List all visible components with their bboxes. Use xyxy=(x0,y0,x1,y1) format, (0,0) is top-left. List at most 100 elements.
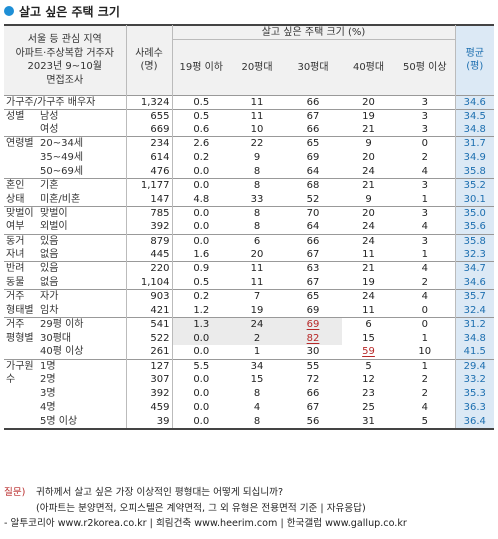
percent-cell: 1 xyxy=(421,249,428,261)
row-subgroup-label: 여성 xyxy=(38,122,127,137)
percent-cell: 66 xyxy=(306,388,320,400)
percent-cell: 0.0 xyxy=(193,402,210,414)
percent-cell: 0.6 xyxy=(193,124,210,136)
row-group-label xyxy=(4,414,38,430)
percent-cell: 20 xyxy=(342,94,396,109)
sample-size-cell: 39 xyxy=(126,414,173,430)
mean-label: 평균 xyxy=(465,48,484,60)
percent-cell: 70 xyxy=(284,205,343,221)
mean-cell: 35.8 xyxy=(454,164,495,179)
sample-size-cell: 522 xyxy=(126,331,173,346)
column-header: 19평 이하 xyxy=(172,39,231,95)
row-subgroup-label: 40평 이상 xyxy=(38,345,127,360)
mean-cell: 41.5 xyxy=(454,345,495,360)
percent-cell: 72 xyxy=(306,374,320,386)
row-group-label: 가구주/가구주 배우자 xyxy=(4,94,127,109)
percent-cell: 65 xyxy=(284,289,343,304)
sample-size-cell: 261 xyxy=(126,345,173,360)
percent-cell: 1.6 xyxy=(193,249,210,261)
table-row: 형태별 임차 421 1.2 19 69 11 0 32.4 xyxy=(4,303,495,318)
percent-cell: 11 xyxy=(230,94,285,109)
percent-cell: 24 xyxy=(362,221,375,233)
mean-cell: 36.4 xyxy=(454,414,495,430)
percent-cell: 2 xyxy=(230,331,285,346)
row-group-label: 맞벌이 xyxy=(4,205,38,221)
percent-cell: 21 xyxy=(342,261,396,276)
survey-info-line: 서울 등 관심 지역 xyxy=(27,34,102,46)
mean-cell: 29.4 xyxy=(454,358,495,373)
percent-cell: 6 xyxy=(230,233,285,248)
row-group-label: 동거 xyxy=(4,233,38,248)
row-subgroup-label: 5명 이상 xyxy=(38,414,127,430)
bullet-dot-icon xyxy=(4,6,14,16)
mean-cell: 35.2 xyxy=(454,177,495,193)
sample-size-cell: 1,104 xyxy=(126,275,173,290)
mean-cell: 34.7 xyxy=(454,261,495,276)
sample-size-cell: 234 xyxy=(126,136,173,151)
mean-cell: 31.2 xyxy=(454,316,495,332)
percent-cell: 4 xyxy=(395,261,456,276)
row-group-label: 상태 xyxy=(6,193,25,205)
percent-cell: 0.0 xyxy=(172,205,231,221)
percent-cell: 2.6 xyxy=(172,136,231,151)
percent-cell: 31 xyxy=(342,414,396,430)
mean-cell: 33.2 xyxy=(454,372,495,387)
percent-cell: 0.0 xyxy=(172,177,231,193)
row-group-label: 거주 xyxy=(4,316,38,332)
mean-cell: 35.6 xyxy=(454,220,495,235)
table-row: 35~49세 614 0.2 9 69 20 2 34.9 xyxy=(4,150,495,165)
percent-cell: 0.0 xyxy=(172,414,231,430)
row-subgroup-label: 30평대 xyxy=(38,331,127,346)
sample-size-cell: 459 xyxy=(126,400,173,415)
percent-cell: 6 xyxy=(342,316,396,332)
sample-size-cell: 903 xyxy=(126,289,173,304)
percent-cell: 20 xyxy=(342,205,396,221)
percent-cell: 24 xyxy=(230,316,285,332)
percent-cell: 63 xyxy=(284,261,343,276)
sample-size-cell: 392 xyxy=(126,386,173,401)
percent-cell: 8 xyxy=(253,388,261,400)
table-row: 연령별 20~34세 234 2.6 22 65 9 0 31.7 xyxy=(4,136,495,151)
percent-cell: 2 xyxy=(421,388,428,400)
row-group-label xyxy=(4,151,38,165)
row-subgroup-label: 없음 xyxy=(38,275,127,290)
row-group-label: 여부 xyxy=(6,221,25,233)
percent-cell: 65 xyxy=(284,136,343,151)
row-group-label: 성별 xyxy=(4,108,38,123)
row-group-label xyxy=(4,165,38,179)
percent-cell: 34 xyxy=(230,358,285,373)
percent-cell: 21 xyxy=(342,177,396,193)
percent-cell: 23 xyxy=(362,388,375,400)
percent-cell: 8 xyxy=(230,414,285,430)
footer: 질문) 귀하께서 살고 싶은 가장 이상적인 평형대는 어떻게 되십니까? (아… xyxy=(4,485,494,532)
percent-cell: 0.9 xyxy=(172,261,231,276)
percent-cell: 2 xyxy=(421,374,428,386)
row-group-label: 수 xyxy=(6,374,16,386)
sample-size-cell: 421 xyxy=(126,303,173,318)
percent-cell: 11 xyxy=(230,108,285,123)
percent-cell: 66 xyxy=(284,94,343,109)
page-title: 살고 싶은 주택 크기 xyxy=(19,4,120,19)
table-row: 가구주/가구주 배우자 1,324 0.5 11 66 20 3 34.6 xyxy=(4,94,495,109)
row-group-label: 혼인 xyxy=(4,177,38,193)
sample-size-cell: 1,324 xyxy=(126,94,173,109)
row-group-label xyxy=(4,123,38,137)
question-text: 귀하께서 살고 싶은 가장 이상적인 평형대는 어떻게 되십니까? xyxy=(36,487,284,498)
percent-cell: 0 xyxy=(395,316,456,332)
sample-size-label: 사례수 xyxy=(135,48,163,60)
row-group-label xyxy=(4,345,38,359)
row-group-label: 형태별 xyxy=(6,304,34,316)
row-subgroup-label: 임차 xyxy=(38,303,127,318)
percent-cell: 0.5 xyxy=(193,276,210,288)
percent-cell: 69 xyxy=(284,316,343,332)
table-row: 혼인 기혼 1,177 0.0 8 68 21 3 35.2 xyxy=(4,177,495,193)
percent-cell: 11 xyxy=(230,261,285,276)
percent-cell: 82 xyxy=(284,331,343,346)
mean-cell: 34.8 xyxy=(454,122,495,137)
row-subgroup-label: 기혼 xyxy=(38,177,127,193)
mean-cell: 34.5 xyxy=(454,108,495,123)
percent-cell: 0.5 xyxy=(172,108,231,123)
percent-cell: 55 xyxy=(284,358,343,373)
percent-cell: 20 xyxy=(362,152,375,164)
percent-cell: 5 xyxy=(342,358,396,373)
